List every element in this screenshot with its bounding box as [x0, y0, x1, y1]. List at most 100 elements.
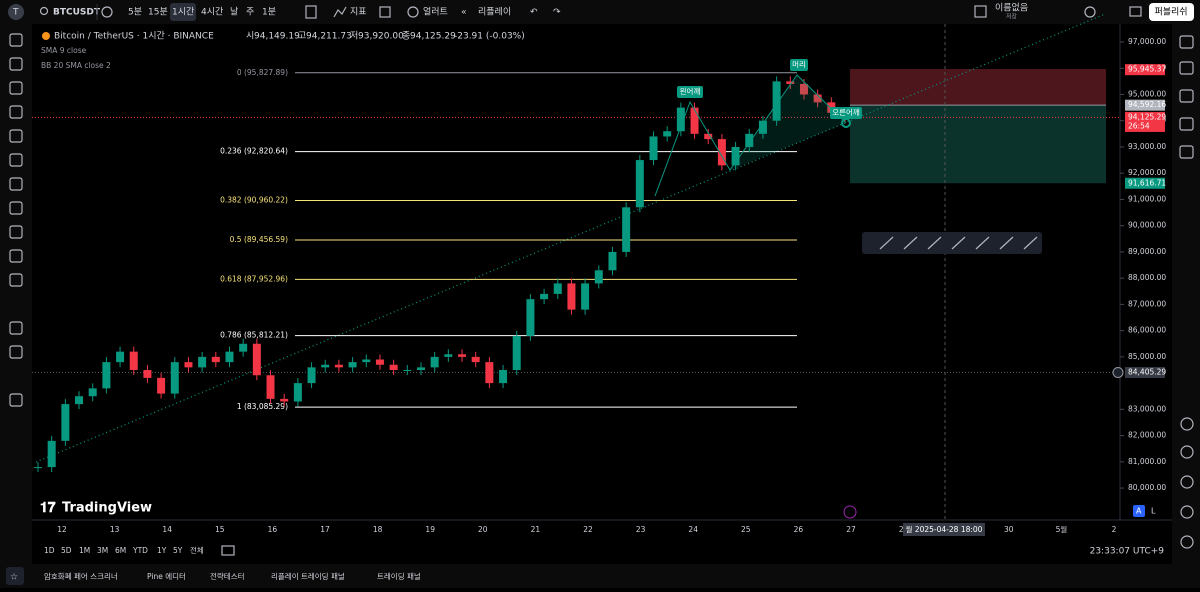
save[interactable]: 저장: [1006, 13, 1018, 21]
interval[interactable]: 4시간: [201, 7, 223, 18]
time-tick-label: 25: [741, 525, 751, 534]
bottom-tab[interactable]: 트레이딩 패널: [377, 571, 421, 581]
settings-icon[interactable]: [1084, 6, 1096, 18]
floating-tool[interactable]: [951, 236, 966, 250]
tool-icon[interactable]: [9, 153, 23, 167]
publish: 퍼블리쉬: [1154, 7, 1187, 18]
price-tick-label: 88,000.00: [1128, 273, 1166, 282]
tool-icon[interactable]: [9, 345, 23, 359]
interval[interactable]: 1분: [262, 7, 276, 18]
tool-icon[interactable]: [9, 105, 23, 119]
range-button[interactable]: 5D: [61, 546, 72, 555]
candle: [157, 377, 166, 394]
candle-type-icon[interactable]: [305, 5, 317, 19]
sidebar-icon[interactable]: [1180, 445, 1194, 459]
sidebar-icon[interactable]: [1179, 89, 1194, 103]
candle: [430, 356, 439, 368]
alert-icon[interactable]: [407, 6, 419, 18]
tool-icon[interactable]: [9, 249, 23, 263]
crosshair-plus[interactable]: [1112, 366, 1124, 378]
sidebar-tools: [1179, 35, 1194, 579]
range-button[interactable]: 1Y: [157, 546, 167, 555]
replay[interactable]: 리플레이: [478, 7, 511, 18]
redo[interactable]: ↷: [553, 8, 561, 18]
layout-icon[interactable]: [974, 5, 987, 18]
tool-icon[interactable]: [9, 57, 23, 71]
sidebar-icon[interactable]: [1180, 505, 1194, 519]
range-button[interactable]: YTD: [132, 546, 148, 555]
undo[interactable]: ↶: [530, 8, 538, 18]
floating-tool[interactable]: [903, 236, 918, 250]
price-tick-label: 82,000.00: [1128, 431, 1166, 440]
interval[interactable]: 날: [230, 7, 238, 18]
sidebar-icon[interactable]: [1180, 535, 1194, 549]
indicators[interactable]: 지표: [350, 7, 367, 18]
candle: [321, 364, 330, 368]
range-button[interactable]: 6M: [115, 546, 126, 555]
range-button[interactable]: 5Y: [173, 546, 183, 555]
event-icon[interactable]: [843, 505, 857, 519]
publish-button[interactable]: [1149, 3, 1194, 21]
star-icon-bg[interactable]: [6, 567, 24, 585]
alerts[interactable]: 얼러트: [423, 7, 448, 18]
symbol[interactable]: BTCUSDT: [53, 8, 101, 18]
candle: [553, 283, 562, 294]
range-button[interactable]: 전체: [190, 545, 204, 555]
interval[interactable]: 주: [246, 7, 254, 18]
templates-icon[interactable]: [379, 6, 391, 18]
left-toolbar: [0, 24, 32, 564]
bottom-tab[interactable]: Pine 에디터: [147, 572, 186, 581]
tool-icon[interactable]: [9, 225, 23, 239]
candle: [307, 367, 316, 384]
floating-tool[interactable]: [975, 236, 990, 250]
sidebar-icon[interactable]: [1179, 117, 1194, 131]
change: -23.91 (-0.03%): [454, 32, 525, 42]
date-range-icon[interactable]: [221, 545, 235, 556]
bottom-tab[interactable]: 암호화폐 페어 스크리너: [44, 571, 118, 581]
interval[interactable]: 5분: [128, 7, 142, 18]
tool-icon[interactable]: [9, 177, 23, 191]
sidebar-icon[interactable]: [1180, 475, 1194, 489]
interval[interactable]: 15분: [148, 7, 168, 18]
time-tick-label: 20: [478, 525, 488, 534]
tool-icon[interactable]: [9, 393, 23, 407]
candle: [211, 356, 220, 363]
interval[interactable]: 1시간: [172, 7, 194, 18]
tool-icon[interactable]: [9, 81, 23, 95]
sidebar-icon[interactable]: [1179, 145, 1194, 159]
tool-icon[interactable]: [9, 33, 23, 47]
symbol-logo: [42, 32, 50, 40]
tool-icon[interactable]: [9, 321, 23, 335]
range-button[interactable]: 1D: [44, 546, 55, 555]
price-label-bg: [1125, 111, 1165, 132]
stop-zone: [850, 69, 1106, 106]
floating-tool[interactable]: [879, 236, 894, 250]
auto-scale[interactable]: [1133, 505, 1145, 517]
search-icon[interactable]: [39, 6, 49, 16]
layout-name[interactable]: 이름없음: [995, 3, 1028, 14]
crosshair-time-bg: [903, 523, 985, 536]
tool-icon[interactable]: [9, 201, 23, 215]
indicator-icon[interactable]: [333, 6, 347, 18]
tool-icon[interactable]: [9, 273, 23, 287]
sidebar-icon[interactable]: [1179, 35, 1194, 49]
floating-tool[interactable]: [999, 236, 1014, 250]
time-tick-label: 21: [531, 525, 541, 534]
bottom-tab[interactable]: 전략테스터: [210, 571, 245, 581]
price-tick-label: 97,000.00: [1128, 37, 1166, 46]
floating-tool[interactable]: [927, 236, 942, 250]
sidebar-icon[interactable]: [1180, 417, 1194, 431]
log-scale-label[interactable]: L: [1151, 507, 1156, 516]
price-label-bg: [1125, 177, 1165, 189]
avatar[interactable]: [8, 4, 24, 20]
snapshot-icon[interactable]: [1129, 6, 1142, 17]
range-button[interactable]: 3M: [97, 546, 108, 555]
bottom-tabs: 암호화폐 페어 스크리너 Pine 에디터 전략테스터 리플레이 트레이딩 패널 트레이…: [44, 571, 421, 581]
fib-label: 0.382 (90,960.22): [220, 195, 288, 204]
bottom-tab[interactable]: 리플레이 트레이딩 패널: [271, 571, 345, 581]
floating-tool[interactable]: [1023, 236, 1038, 250]
add-symbol[interactable]: [101, 6, 113, 18]
sidebar-icon[interactable]: [1179, 61, 1194, 75]
tool-icon[interactable]: [9, 129, 23, 143]
range-button[interactable]: 1M: [79, 546, 90, 555]
